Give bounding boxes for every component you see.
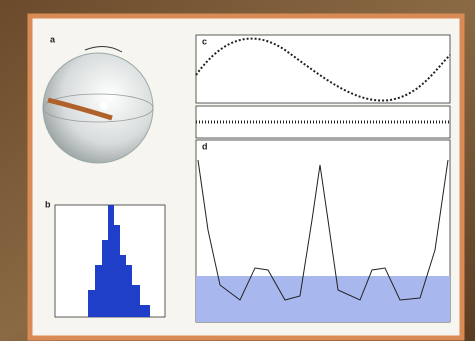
panel-label: d [202,141,208,151]
panel-label: b [45,199,51,209]
globe [43,53,153,163]
sine-box [196,35,450,103]
panel-label: c [202,36,207,46]
scene: a b c d [0,0,475,341]
page: a b c d (() => { const data = JSON.parse… [0,0,475,341]
globe-spot [100,102,108,110]
